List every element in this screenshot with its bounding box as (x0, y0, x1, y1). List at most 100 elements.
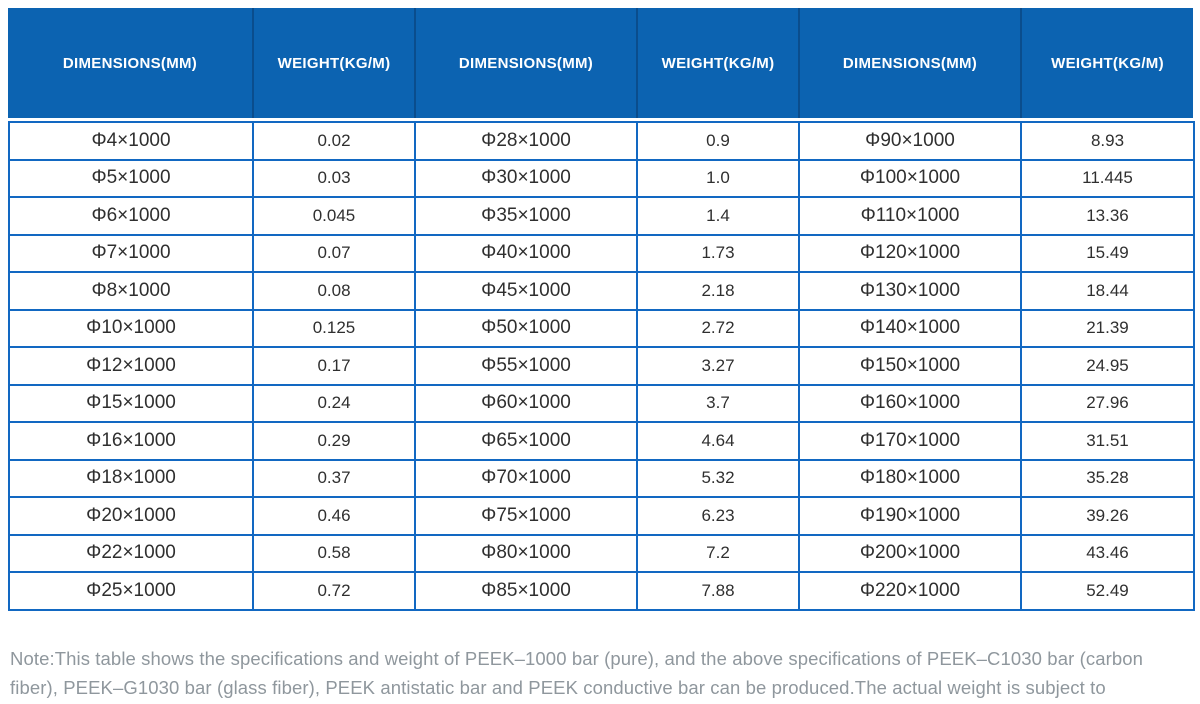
table-row: Φ6×1000 0.045 Φ35×1000 1.4 Φ110×1000 13.36 (8, 196, 1195, 236)
dimension-cell: Φ65×1000 (414, 421, 638, 461)
dimension-cell: Φ150×1000 (798, 346, 1022, 386)
dimension-cell: Φ16×1000 (8, 421, 254, 461)
header-weight-1: WEIGHT(KG/M) (252, 8, 414, 118)
dimension-cell: Φ18×1000 (8, 458, 254, 498)
weight-cell: 4.64 (636, 421, 800, 461)
weight-cell: 35.28 (1020, 458, 1195, 498)
weight-cell: 0.24 (252, 383, 416, 423)
dimension-cell: Φ6×1000 (8, 196, 254, 236)
dimension-cell: Φ220×1000 (798, 571, 1022, 611)
table-row: Φ7×1000 0.07 Φ40×1000 1.73 Φ120×1000 15.49 (8, 233, 1195, 273)
dimension-cell: Φ8×1000 (8, 271, 254, 311)
weight-cell: 0.29 (252, 421, 416, 461)
weight-cell: 2.72 (636, 308, 800, 348)
weight-cell: 0.08 (252, 271, 416, 311)
dimension-cell: Φ140×1000 (798, 308, 1022, 348)
dimension-cell: Φ120×1000 (798, 233, 1022, 273)
table-row: Φ18×1000 0.37 Φ70×1000 5.32 Φ180×1000 35.28 (8, 458, 1195, 498)
dimension-cell: Φ100×1000 (798, 158, 1022, 198)
footnote: Note:This table shows the specifications… (10, 648, 1144, 698)
weight-cell: 1.0 (636, 158, 800, 198)
weight-cell: 3.7 (636, 383, 800, 423)
dimension-cell: Φ7×1000 (8, 233, 254, 273)
weight-cell: 13.36 (1020, 196, 1195, 236)
weight-cell: 0.045 (252, 196, 416, 236)
header-weight-3: WEIGHT(KG/M) (1020, 8, 1193, 118)
dimension-cell: Φ85×1000 (414, 571, 638, 611)
dimension-cell: Φ190×1000 (798, 496, 1022, 536)
weight-cell: 1.73 (636, 233, 800, 273)
dimension-cell: Φ25×1000 (8, 571, 254, 611)
weight-cell: 6.23 (636, 496, 800, 536)
dimension-cell: Φ130×1000 (798, 271, 1022, 311)
header-dimensions-1: DIMENSIONS(MM) (62, 54, 198, 72)
table-row: Φ12×1000 0.17 Φ55×1000 3.27 Φ150×1000 24.95 (8, 346, 1195, 386)
dimension-cell: Φ15×1000 (8, 383, 254, 423)
table-row: Φ4×1000 0.02 Φ28×1000 0.9 Φ90×1000 8.93 (8, 121, 1195, 161)
dimension-cell: Φ10×1000 (8, 308, 254, 348)
weight-cell: 52.49 (1020, 571, 1195, 611)
dimension-cell: Φ75×1000 (414, 496, 638, 536)
header-dimensions-2: DIMENSIONS(MM) (414, 8, 636, 118)
weight-cell: 31.51 (1020, 421, 1195, 461)
weight-cell: 3.27 (636, 346, 800, 386)
dimension-cell: Φ40×1000 (414, 233, 638, 273)
dimension-cell: Φ200×1000 (798, 533, 1022, 573)
dimension-cell: Φ4×1000 (8, 121, 254, 161)
table-row: Φ8×1000 0.08 Φ45×1000 2.18 Φ130×1000 18.44 (8, 271, 1195, 311)
table-row: Φ16×1000 0.29 Φ65×1000 4.64 Φ170×1000 31.51 (8, 421, 1195, 461)
weight-cell: 11.445 (1020, 158, 1195, 198)
dimension-cell: Φ160×1000 (798, 383, 1022, 423)
weight-cell: 21.39 (1020, 308, 1195, 348)
weight-cell: 0.03 (252, 158, 416, 198)
dimension-cell: Φ180×1000 (798, 458, 1022, 498)
dimension-cell: Φ5×1000 (8, 158, 254, 198)
weight-cell: 0.07 (252, 233, 416, 273)
dimension-cell: Φ12×1000 (8, 346, 254, 386)
dimension-cell: Φ80×1000 (414, 533, 638, 573)
weight-cell: 0.37 (252, 458, 416, 498)
dimension-cell: Φ110×1000 (798, 196, 1022, 236)
weight-cell: 24.95 (1020, 346, 1195, 386)
table-row: Φ15×1000 0.24 Φ60×1000 3.7 Φ160×1000 27.96 (8, 383, 1195, 423)
dimension-cell: Φ60×1000 (414, 383, 638, 423)
weight-cell: 18.44 (1020, 271, 1195, 311)
weight-cell: 0.17 (252, 346, 416, 386)
table-row: Φ10×1000 0.125 Φ50×1000 2.72 Φ140×1000 21.39 (8, 308, 1195, 348)
dimension-cell: Φ20×1000 (8, 496, 254, 536)
dimension-cell: Φ170×1000 (798, 421, 1022, 461)
dimension-cell: Φ35×1000 (414, 196, 638, 236)
weight-cell: 0.125 (252, 308, 416, 348)
spec-table: Φ4×1000 0.02 Φ28×1000 0.9 Φ90×1000 8.93 Φ5×100… (8, 121, 1195, 611)
header-dimensions-3: DIMENSIONS(MM) (798, 8, 1020, 118)
header-weight-2: WEIGHT(KG/M) (636, 8, 798, 118)
table-row: Φ20×1000 0.46 Φ75×1000 6.23 Φ190×1000 39.26 (8, 496, 1195, 536)
weight-cell: 0.46 (252, 496, 416, 536)
weight-cell: 0.72 (252, 571, 416, 611)
table-header-row: DIMENSIONS(MM) WEIGHT(KG/M) DIMENSIONS(M… (8, 8, 1193, 118)
weight-cell: 0.58 (252, 533, 416, 573)
weight-cell: 0.9 (636, 121, 800, 161)
dimension-cell: Φ28×1000 (414, 121, 638, 161)
weight-cell: 15.49 (1020, 233, 1195, 273)
dimension-cell: Φ30×1000 (414, 158, 638, 198)
weight-cell: 1.4 (636, 196, 800, 236)
table-row: Φ25×1000 0.72 Φ85×1000 7.88 Φ220×1000 52.49 (8, 571, 1195, 611)
weight-cell: 2.18 (636, 271, 800, 311)
weight-cell: 0.02 (252, 121, 416, 161)
weight-cell: 5.32 (636, 458, 800, 498)
table-row: Φ5×1000 0.03 Φ30×1000 1.0 Φ100×1000 11.445 (8, 158, 1195, 198)
weight-cell: 7.2 (636, 533, 800, 573)
dimension-cell: Φ90×1000 (798, 121, 1022, 161)
table-row: Φ22×1000 0.58 Φ80×1000 7.2 Φ200×1000 43.46 (8, 533, 1195, 573)
weight-cell: 7.88 (636, 571, 800, 611)
weight-cell: 27.96 (1020, 383, 1195, 423)
dimension-cell: Φ70×1000 (414, 458, 638, 498)
dimension-cell: Φ22×1000 (8, 533, 254, 573)
dimension-cell: Φ50×1000 (414, 308, 638, 348)
dimension-cell: Φ55×1000 (414, 346, 638, 386)
weight-cell: 8.93 (1020, 121, 1195, 161)
dimension-cell: Φ45×1000 (414, 271, 638, 311)
weight-cell: 39.26 (1020, 496, 1195, 536)
